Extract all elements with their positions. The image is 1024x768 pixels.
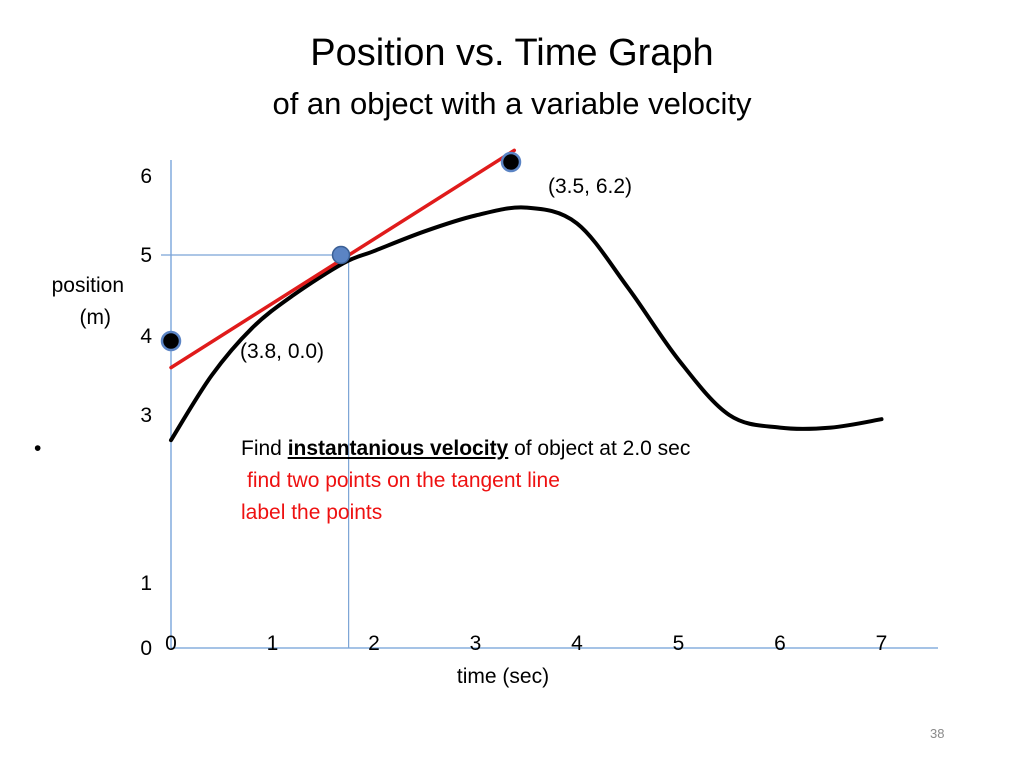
instruction-text: Find instantanious velocity of object at…: [241, 436, 690, 462]
y-tick-label: 1: [140, 572, 152, 595]
y-tick-label: 3: [140, 404, 152, 427]
point-label: (3.5, 6.2): [548, 175, 632, 198]
hint-label-points: label the points: [241, 501, 383, 524]
tangent-point-marker: [331, 245, 351, 265]
x-tick-label: 1: [267, 632, 279, 655]
y-tick-label: 0: [140, 637, 152, 660]
labeled-point-marker: [500, 151, 522, 173]
labeled-point-marker: [160, 330, 182, 352]
position-curve: [169, 205, 884, 443]
y-tick-label: 5: [140, 244, 152, 267]
x-tick-label: 4: [571, 632, 583, 655]
instruction-suffix: of object at 2.0 sec: [508, 437, 691, 460]
y-axis-label-line1: position: [51, 274, 124, 297]
y-tick-label: 6: [140, 165, 152, 188]
hint-tangent-points: find two points on the tangent line: [247, 469, 560, 492]
instruction-emphasis: instantanious velocity: [287, 437, 509, 460]
x-tick-label: 7: [876, 632, 888, 655]
bullet-marker: •: [34, 437, 42, 460]
y-axis-label-line2: (m): [79, 306, 111, 329]
x-tick-label: 3: [470, 632, 482, 655]
x-tick-label: 5: [673, 632, 685, 655]
slide-number: 38: [930, 726, 945, 741]
x-tick-label: 6: [774, 632, 786, 655]
x-axis-label: time (sec): [457, 665, 549, 688]
x-tick-label: 2: [368, 632, 380, 655]
x-tick-label: 0: [165, 632, 177, 655]
slide-title: Position vs. Time Graph: [310, 32, 714, 74]
slide-subtitle: of an object with a variable velocity: [272, 86, 752, 121]
y-tick-label: 4: [140, 325, 152, 348]
point-label: (3.8, 0.0): [240, 340, 324, 363]
instruction-prefix: Find: [241, 437, 288, 460]
